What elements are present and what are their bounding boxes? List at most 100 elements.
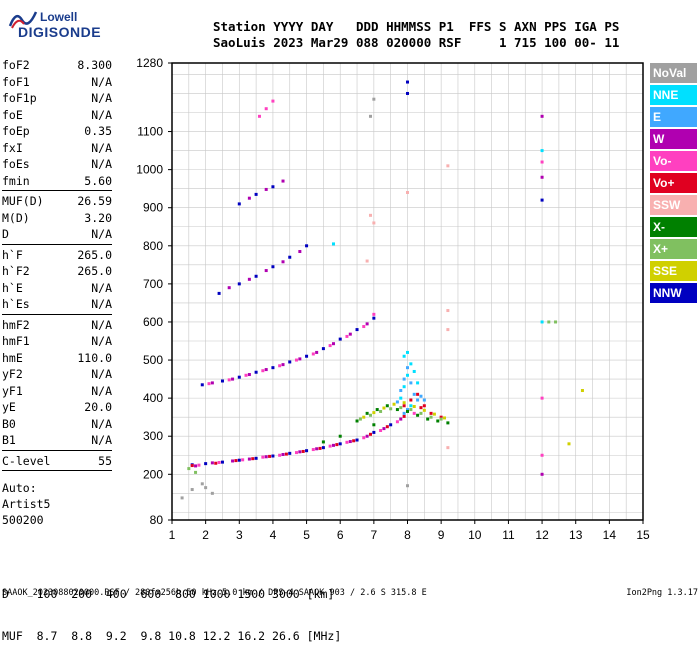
echo-point	[429, 415, 433, 419]
param-value: N/A	[91, 367, 112, 381]
echo-point	[429, 411, 433, 415]
x-tick-label: 8	[404, 528, 411, 542]
echo-point	[419, 411, 423, 415]
echo-point	[372, 423, 376, 427]
echo-point	[406, 350, 409, 354]
echo-point	[540, 175, 544, 179]
echo-point	[409, 362, 413, 366]
echo-point	[352, 439, 356, 443]
param-value: N/A	[91, 317, 112, 332]
x-tick-label: 1	[169, 528, 176, 542]
echo-point	[321, 347, 325, 351]
header-line-2: SaoLuis 2023 Mar29 088 020000 RSF 1 715 …	[213, 35, 620, 50]
echo-point	[372, 312, 376, 316]
echo-point	[368, 114, 372, 118]
param-name: foEp	[2, 124, 30, 138]
echo-point	[315, 350, 319, 354]
echo-point	[395, 408, 399, 412]
param-row: MUF(D) 26.59	[2, 193, 112, 210]
echo-point	[298, 357, 302, 361]
echo-point	[348, 440, 352, 444]
legend-entry: Vo-	[650, 151, 697, 171]
param-value: 5.60	[84, 173, 112, 188]
echo-point	[268, 454, 272, 458]
muf-row: MUF 8.7 8.8 9.2 9.8 10.8 12.2 16.2 26.6 …	[2, 629, 342, 643]
echo-point	[210, 491, 214, 495]
param-value: N/A	[91, 334, 112, 348]
param-row: h`F 265.0	[2, 247, 112, 264]
param-name: fxI	[2, 140, 23, 155]
param-value: 265.0	[77, 247, 112, 262]
echo-point	[385, 404, 389, 408]
echo-point	[187, 467, 191, 471]
echo-point	[254, 456, 258, 460]
param-row: foEs N/A	[2, 156, 112, 173]
distance-row: D 100 200 400 600 800 1000 1500 3000 [km…	[2, 587, 335, 601]
echo-point	[372, 316, 376, 320]
echo-point	[328, 444, 332, 448]
echo-point	[197, 463, 201, 467]
header-line-1: Station YYYY DAY DDD HHMMSS P1 FFS S AXN…	[213, 19, 620, 34]
y-tick-label: 800	[143, 239, 163, 253]
echo-point	[298, 450, 302, 454]
legend-entry: SSW	[650, 195, 697, 215]
echo-point	[220, 460, 224, 464]
echo-point	[406, 409, 409, 413]
legend-entry: NNW	[650, 283, 697, 303]
y-tick-label: 1000	[136, 163, 163, 177]
echo-point	[399, 396, 403, 400]
echo-point	[281, 363, 285, 367]
echo-point	[254, 370, 258, 374]
param-group: h`F 265.0 h`F2 265.0 h`E N/A h`Es N/A	[2, 247, 112, 315]
echo-point	[264, 187, 268, 191]
x-tick-label: 11	[502, 528, 515, 542]
echo-point	[251, 457, 255, 461]
echo-point	[254, 274, 258, 278]
auto-version: 500200	[2, 513, 44, 527]
echo-point	[318, 446, 322, 450]
echo-point	[294, 358, 298, 362]
param-value: N/A	[91, 227, 112, 241]
param-group: foF2 8.300 foF1 N/A foF1p N/A foE N/A foEp 0.35 fx…	[2, 57, 112, 191]
plot-grid	[171, 63, 644, 520]
echo-point	[200, 482, 204, 486]
param-group: C-level 55	[2, 453, 112, 471]
echo-point	[231, 377, 235, 381]
echo-point	[247, 196, 251, 200]
echo-point	[247, 373, 251, 377]
echo-point	[409, 398, 413, 402]
echo-point	[278, 364, 282, 368]
x-tick-label: 2	[202, 528, 209, 542]
param-row: B0 N/A	[2, 416, 112, 433]
echo-point	[234, 459, 238, 463]
param-row: hmE 110.0	[2, 350, 112, 367]
echo-point	[264, 455, 268, 459]
echo-point	[416, 398, 420, 402]
echo-point	[338, 434, 342, 438]
echo-point	[422, 408, 426, 412]
echo-point	[217, 291, 221, 295]
y-tick-label: 400	[143, 391, 163, 405]
echo-point	[227, 286, 231, 290]
param-value: 20.0	[84, 400, 112, 414]
echo-point	[402, 411, 406, 415]
y-tick-label: 80	[150, 513, 164, 527]
param-row: h`E N/A	[2, 280, 112, 297]
echo-point	[540, 472, 544, 476]
echo-point	[439, 417, 443, 421]
echo-point	[567, 442, 571, 446]
echo-point	[355, 328, 359, 332]
param-name: h`Es	[2, 297, 30, 311]
echo-point	[257, 114, 261, 118]
echo-point	[392, 402, 396, 406]
legend-entry: Vo+	[650, 173, 697, 193]
y-tick-label: 600	[143, 315, 163, 329]
echo-point	[372, 411, 376, 415]
param-name: h`E	[2, 280, 23, 295]
echo-point	[331, 443, 335, 447]
echo-point	[271, 366, 275, 370]
echo-point	[362, 325, 366, 329]
echo-point	[402, 401, 406, 405]
echo-point	[365, 411, 369, 415]
echo-point	[321, 446, 325, 450]
